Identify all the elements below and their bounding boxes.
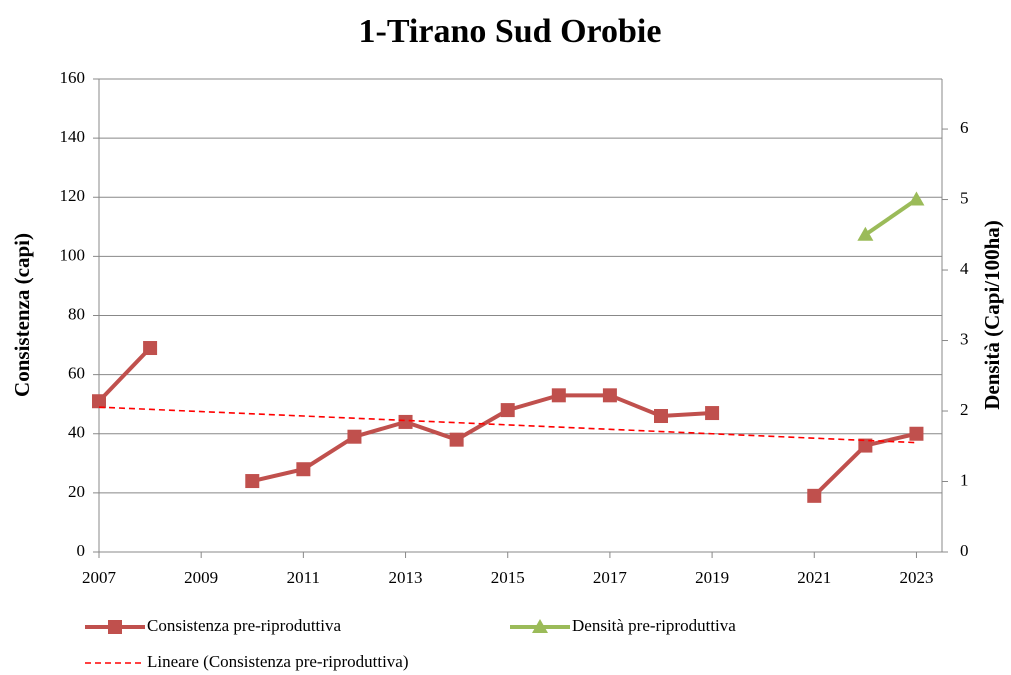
y2-tick-label: 0 xyxy=(960,541,969,560)
y-tick-label: 80 xyxy=(68,304,85,323)
legend-label: Densità pre-riproduttiva xyxy=(572,616,736,635)
y-tick-label: 160 xyxy=(60,68,86,87)
point xyxy=(602,388,617,403)
point xyxy=(551,388,566,403)
series-line xyxy=(97,346,917,498)
point xyxy=(654,409,668,424)
x-tick-label: 2013 xyxy=(389,568,423,587)
point xyxy=(296,462,311,477)
point xyxy=(908,191,925,206)
x-tick-label: 2019 xyxy=(695,568,729,587)
point xyxy=(92,394,106,409)
x-tick-label: 2015 xyxy=(491,568,525,587)
point xyxy=(909,426,924,441)
x-tick-label: 2023 xyxy=(899,568,933,587)
legend-marker xyxy=(108,620,122,634)
x-tick-label: 2021 xyxy=(797,568,831,587)
y-tick-label: 100 xyxy=(60,245,86,264)
y2-tick-label: 5 xyxy=(960,188,969,207)
legend-label: Lineare (Consistenza pre-riproduttiva) xyxy=(147,652,409,671)
x-tick-label: 2017 xyxy=(593,568,628,587)
point xyxy=(857,226,874,241)
point xyxy=(347,429,362,444)
point xyxy=(807,488,822,503)
point xyxy=(858,438,873,453)
point xyxy=(705,406,720,421)
point xyxy=(449,432,464,447)
y-tick-label: 40 xyxy=(68,423,85,442)
chart-title: 1-Tirano Sud Orobie xyxy=(359,13,662,50)
y2-tick-label: 3 xyxy=(960,329,969,348)
x-tick-label: 2009 xyxy=(184,568,218,587)
y2-tick-label: 1 xyxy=(960,470,969,489)
y-tick-label: 140 xyxy=(60,127,86,146)
y2-tick-label: 4 xyxy=(960,259,969,278)
series-line xyxy=(864,197,918,237)
y-tick-label: 0 xyxy=(77,541,86,560)
series-line xyxy=(98,406,917,444)
y2-tick-label: 2 xyxy=(960,400,969,419)
y-axis-title: Consistenza (capi) xyxy=(10,233,34,397)
legend-label: Consistenza pre-riproduttiva xyxy=(147,616,341,635)
x-tick-label: 2011 xyxy=(287,568,320,587)
point xyxy=(245,474,260,489)
y2-axis-title: Densità (Capi/100ha) xyxy=(980,220,1004,410)
y2-tick-label: 6 xyxy=(960,118,969,137)
x-tick-label: 2007 xyxy=(82,568,117,587)
point xyxy=(500,403,515,418)
point xyxy=(143,341,158,356)
y-tick-label: 120 xyxy=(60,186,86,205)
legend-marker xyxy=(532,619,548,633)
y-tick-label: 60 xyxy=(68,364,85,383)
y-tick-label: 20 xyxy=(68,482,85,501)
point xyxy=(398,414,413,429)
